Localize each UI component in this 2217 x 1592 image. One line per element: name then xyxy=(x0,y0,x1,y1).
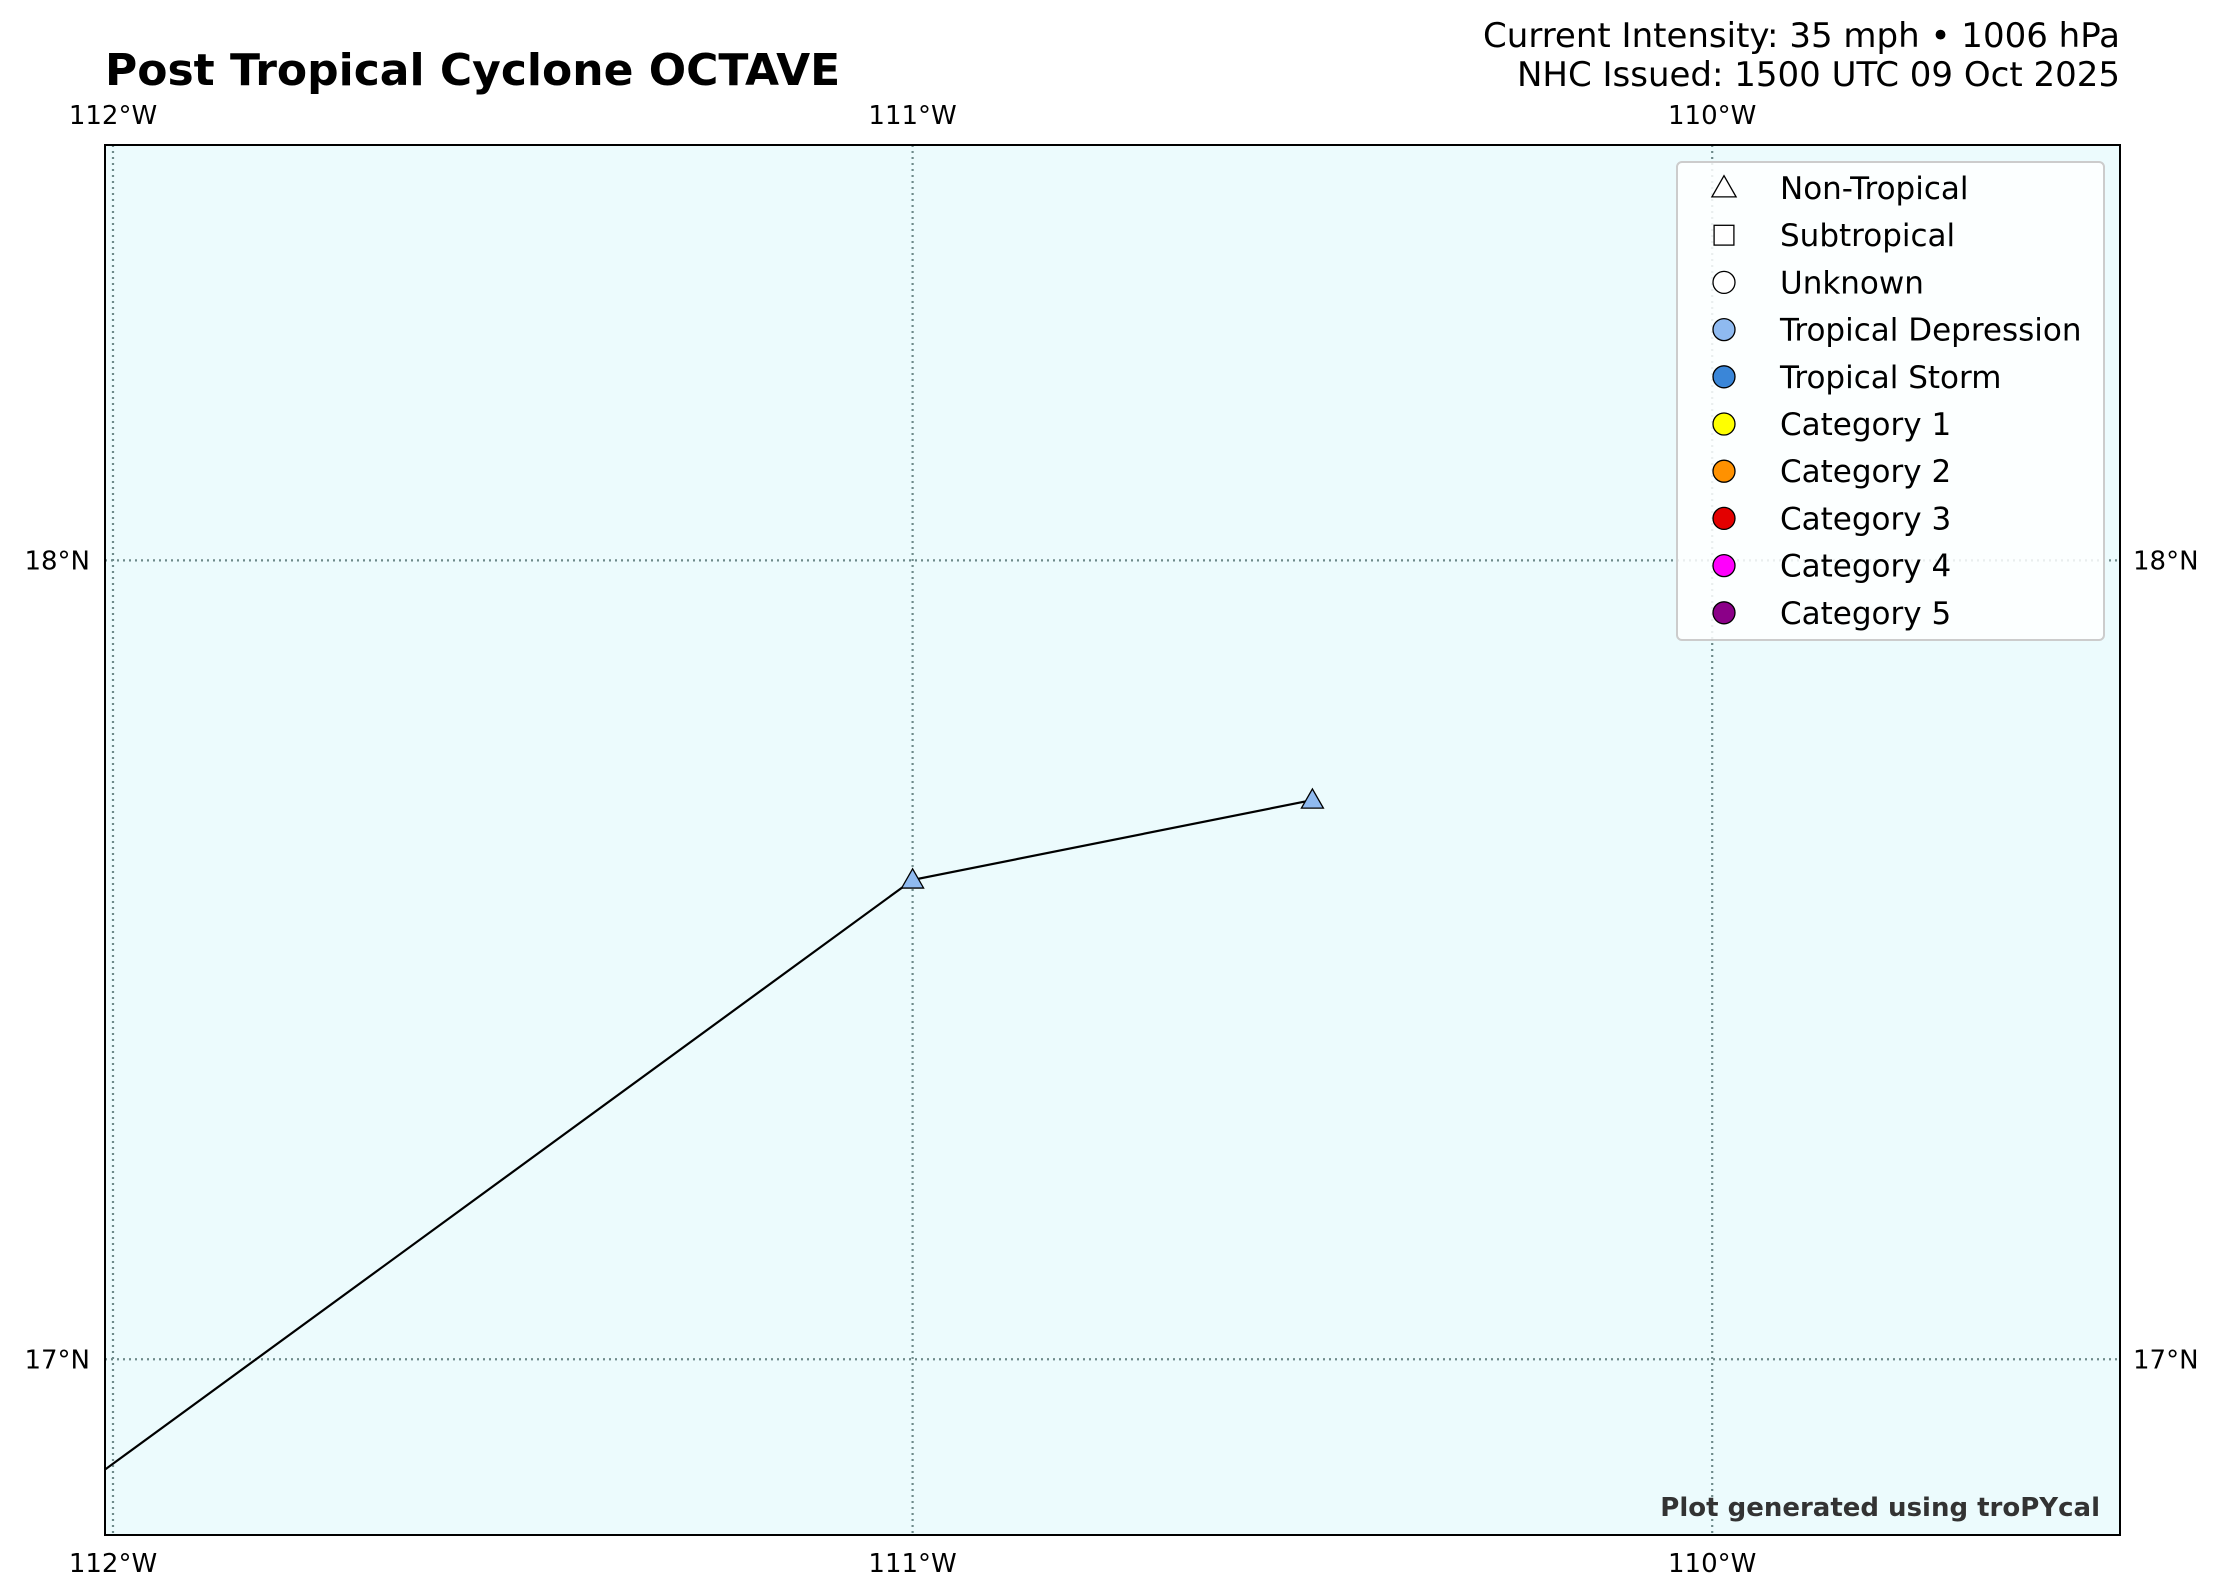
legend-marker-circle-icon xyxy=(1712,365,1736,389)
legend-marker-circle-icon xyxy=(1712,317,1736,342)
legend-marker-circle-icon xyxy=(1712,412,1736,436)
nhc-issued-time: NHC Issued: 1500 UTC 09 Oct 2025 xyxy=(1517,55,2120,95)
lon-tick-label-top: 111°W xyxy=(868,101,956,131)
tick-labels: 112°W 112°W 111°W 111°W 110°W 110°W 18°N 18°N 17… xyxy=(24,101,2198,1579)
legend-marker-circle-icon xyxy=(1712,553,1736,578)
legend-marker-circle-icon xyxy=(1712,270,1736,295)
lat-tick-label-left: 17°N xyxy=(24,1345,90,1375)
legend-label: Tropical Storm xyxy=(1779,360,2001,396)
legend-label: Unknown xyxy=(1780,265,1924,301)
legend-label: Subtropical xyxy=(1780,218,1955,254)
current-intensity: Current Intensity: 35 mph • 1006 hPa xyxy=(1483,16,2120,56)
gridlines xyxy=(105,145,2120,1535)
legend-label: Category 1 xyxy=(1780,407,1951,443)
legend-marker-square-icon xyxy=(1713,224,1735,246)
map-frame xyxy=(104,144,2121,1536)
lat-tick-label-right: 17°N xyxy=(2133,1345,2199,1375)
legend-label: Category 2 xyxy=(1780,454,1951,490)
legend-marker-circle-icon xyxy=(1712,601,1736,625)
lon-tick-label-bottom: 110°W xyxy=(1668,1549,1756,1579)
storm-track xyxy=(105,787,1325,1471)
legend-marker-circle-icon xyxy=(1712,459,1736,483)
lat-tick-label-right: 18°N xyxy=(2133,546,2199,576)
legend-label: Tropical Depression xyxy=(1779,313,2082,349)
track-point-marker xyxy=(1300,787,1325,809)
lon-tick-label-top: 110°W xyxy=(1668,101,1756,131)
legend-label: Category 4 xyxy=(1780,549,1951,585)
lon-tick-label-top: 112°W xyxy=(69,101,157,131)
legend-box xyxy=(1676,161,2105,641)
lat-tick-label-left: 18°N xyxy=(24,546,90,576)
legend-marker-triangle-icon xyxy=(1710,174,1738,198)
lon-tick-label-bottom: 111°W xyxy=(868,1549,956,1579)
legend-label: Non-Tropical xyxy=(1780,171,1969,207)
credit-text: Plot generated using troPYcal xyxy=(1660,1493,2100,1523)
legend: Non-Tropical Subtropical Unknown Tropical D… xyxy=(1676,161,2105,641)
track-point-marker xyxy=(900,867,925,889)
legend-marker-circle-icon xyxy=(1712,506,1736,531)
plot-title: Post Tropical Cyclone OCTAVE xyxy=(105,45,840,96)
legend-label: Category 5 xyxy=(1780,596,1951,632)
lon-tick-label-bottom: 112°W xyxy=(69,1549,157,1579)
legend-label: Category 3 xyxy=(1780,501,1951,537)
